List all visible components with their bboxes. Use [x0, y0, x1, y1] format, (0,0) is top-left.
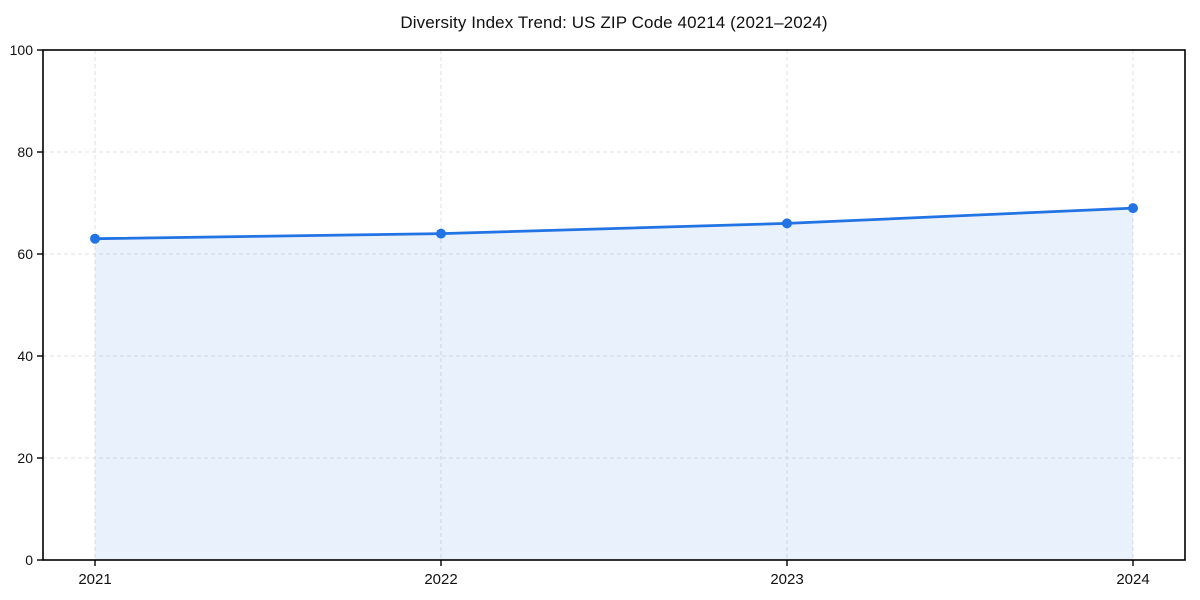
y-tick-label: 60	[17, 246, 33, 262]
data-point	[436, 228, 446, 239]
data-point	[90, 233, 100, 244]
data-point	[782, 218, 792, 229]
chart-title: Diversity Index Trend: US ZIP Code 40214…	[400, 13, 828, 32]
y-tick-label: 0	[25, 552, 33, 568]
y-tick-label: 80	[17, 144, 33, 160]
axes	[37, 49, 1186, 566]
x-tick-label: 2024	[1116, 571, 1149, 588]
line-series	[93, 206, 1135, 241]
data-point	[1128, 203, 1138, 214]
trend-line	[93, 206, 1135, 241]
y-tick-label: 20	[17, 450, 33, 466]
x-tick-label: 2021	[78, 571, 111, 588]
x-tick-label: 2022	[424, 571, 457, 588]
x-tick-label: 2023	[770, 571, 803, 588]
markers	[90, 203, 1138, 244]
tick-labels: 0 20 40 60 80 100 2021 2022 2023 2024	[10, 42, 1150, 588]
y-tick-label: 100	[10, 42, 34, 58]
y-tick-label: 40	[17, 348, 33, 364]
area-fill	[95, 208, 1133, 560]
area-series	[95, 208, 1133, 560]
plot-border	[42, 49, 1186, 561]
